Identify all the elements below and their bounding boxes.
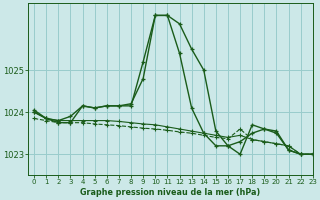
- X-axis label: Graphe pression niveau de la mer (hPa): Graphe pression niveau de la mer (hPa): [80, 188, 260, 197]
